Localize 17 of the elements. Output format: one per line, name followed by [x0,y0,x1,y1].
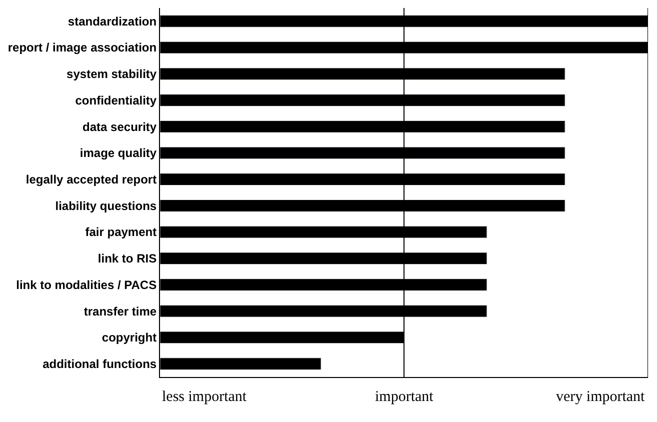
y-tick-label: system stability [66,67,157,82]
y-tick-label: link to modalities / PACS [16,278,157,292]
y-tick-label: transfer time [84,304,157,318]
y-tick-label: data security [82,120,157,134]
y-tick-label: additional functions [42,357,157,372]
y-tick-label: image quality [80,146,157,160]
y-tick-label: standardization [68,14,157,28]
y-tick-label: liability questions [55,198,157,213]
ref-line-label: important [375,389,434,405]
text: less important [162,389,248,405]
ref-line-label: very important [556,389,646,405]
y-tick-label: copyright [102,330,157,345]
y-tick-label: confidentiality [75,93,157,108]
y-tick-label: link to RIS [98,252,157,266]
y-tick-label: legally accepted report [26,172,157,187]
y-tick-label: fair payment [85,225,157,240]
y-tick-label: report / image association [8,40,157,55]
